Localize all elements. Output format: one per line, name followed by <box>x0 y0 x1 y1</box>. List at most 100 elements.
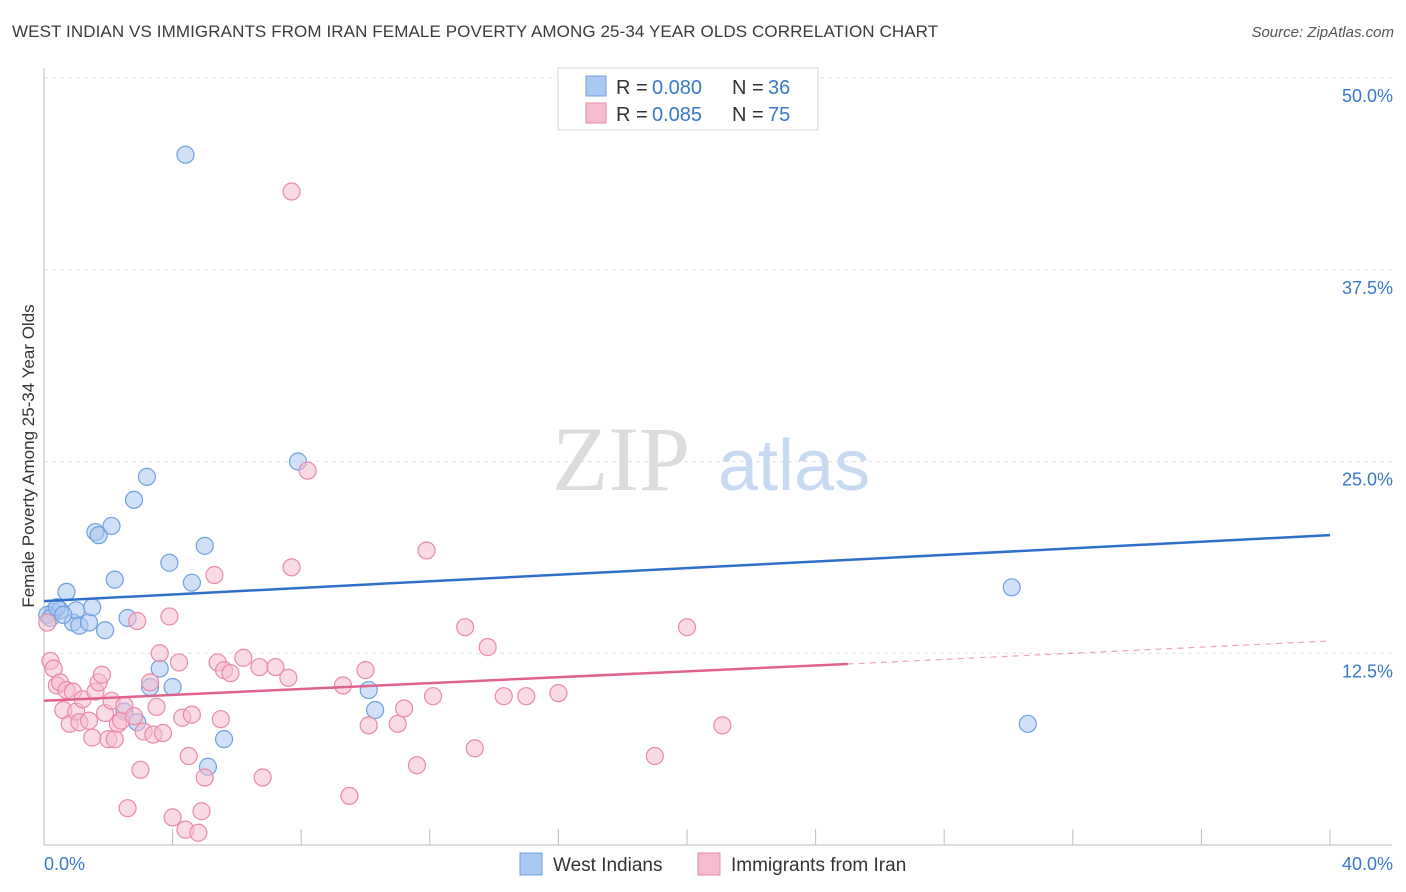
point-west-indians-24 <box>195 536 214 555</box>
point-iran-48 <box>221 664 240 683</box>
point-iran-46 <box>211 710 230 729</box>
point-iran-16 <box>92 665 111 684</box>
point-iran-33 <box>153 723 173 743</box>
axes <box>43 68 1392 846</box>
bottom-legend: West Indians Immigrants from Iran <box>519 852 906 876</box>
point-iran-60 <box>359 716 378 735</box>
point-west-indians-22 <box>176 145 195 164</box>
y-tick-label-2: 37.5% <box>1342 278 1393 298</box>
point-iran-69 <box>494 687 513 706</box>
point-iran-24 <box>118 799 137 818</box>
watermark-atlas: atlas <box>718 426 870 506</box>
point-iran-51 <box>253 768 272 787</box>
point-iran-66 <box>456 618 475 637</box>
point-iran-12 <box>79 711 99 730</box>
x-tick-label-1: 40.0% <box>1342 854 1393 874</box>
point-iran-57 <box>333 676 353 695</box>
point-iran-41 <box>189 823 208 842</box>
trend-line-iran <box>43 662 848 703</box>
point-west-indians-2 <box>57 582 76 601</box>
point-west-indians-35 <box>54 605 73 625</box>
point-iran-26 <box>128 611 147 631</box>
point-iran-73 <box>677 618 697 637</box>
point-iran-52 <box>266 657 285 677</box>
point-iran-72 <box>645 746 664 766</box>
point-iran-36 <box>169 653 189 672</box>
legend-r-value-2: 0.085 <box>652 104 702 126</box>
point-iran-58 <box>340 786 359 806</box>
legend-swatch-iran <box>585 102 607 124</box>
trend-line-west-indians <box>43 533 1331 603</box>
point-iran-63 <box>407 756 427 775</box>
point-iran-42 <box>192 802 211 821</box>
point-iran-39 <box>179 746 198 766</box>
legend-r-label-2: R = <box>616 104 648 126</box>
point-iran-53 <box>279 668 298 687</box>
point-west-indians-17 <box>137 467 156 486</box>
y-tick-label-0: 12.5% <box>1342 661 1393 681</box>
x-tick-label-0: 0.0% <box>44 854 85 874</box>
legend-n-label-2: N = <box>732 104 764 126</box>
point-west-indians-30 <box>1002 578 1021 597</box>
point-west-indians-26 <box>214 730 234 749</box>
point-iran-65 <box>423 687 443 706</box>
point-iran-49 <box>234 648 253 667</box>
point-iran-55 <box>298 461 317 480</box>
point-iran-50 <box>250 657 269 677</box>
point-iran-13 <box>83 728 102 747</box>
legend-swatch-west-indians <box>585 75 607 97</box>
data-points <box>38 145 1037 842</box>
point-iran-29 <box>140 673 160 692</box>
bottom-legend-swatch-west-indians <box>519 852 543 876</box>
point-iran-59 <box>356 661 375 680</box>
y-axis-label: Female Poverty Among 25-34 Year Olds <box>19 304 38 607</box>
point-west-indians-9 <box>89 526 108 545</box>
point-west-indians-7 <box>83 598 102 617</box>
point-iran-20 <box>105 730 124 749</box>
watermark-zip: ZIP <box>552 408 690 510</box>
point-iran-25 <box>124 707 144 726</box>
bottom-legend-west-indians: West Indians <box>553 855 662 876</box>
point-iran-44 <box>205 565 224 585</box>
bottom-legend-iran: Immigrants from Iran <box>731 855 906 876</box>
point-iran-54 <box>282 558 301 577</box>
point-iran-62 <box>394 699 414 718</box>
point-iran-67 <box>465 739 484 758</box>
legend-r-label-1: R = <box>616 77 648 99</box>
point-iran-34 <box>160 607 179 626</box>
legend-n-value-2: 75 <box>768 104 790 126</box>
point-iran-70 <box>517 687 536 706</box>
y-tick-label-1: 25.0% <box>1342 470 1393 490</box>
point-iran-64 <box>417 541 436 560</box>
bottom-legend-swatch-iran <box>697 852 721 876</box>
chart-source: Source: ZipAtlas.com <box>1251 24 1394 41</box>
point-iran-35 <box>163 808 182 827</box>
point-iran-32 <box>150 644 169 663</box>
point-iran-68 <box>478 638 497 657</box>
point-west-indians-29 <box>366 700 385 720</box>
point-west-indians-15 <box>124 490 144 509</box>
point-west-indians-23 <box>182 573 201 592</box>
point-west-indians-20 <box>160 553 179 572</box>
point-west-indians-21 <box>163 677 182 697</box>
trend-lines <box>43 533 1331 703</box>
point-iran-74 <box>713 716 732 735</box>
point-west-indians-10 <box>95 621 115 640</box>
legend-r-value-1: 0.080 <box>652 77 702 99</box>
point-iran-56 <box>282 182 301 201</box>
point-iran-43 <box>195 768 214 787</box>
point-west-indians-11 <box>102 516 121 536</box>
point-iran-61 <box>388 714 407 733</box>
legend: R = 0.080 N = 36 R = 0.085 N = 75 <box>557 67 819 131</box>
legend-n-value-1: 36 <box>768 77 790 99</box>
point-west-indians-28 <box>359 680 378 700</box>
point-iran-71 <box>549 684 568 703</box>
trend-line-iran-extension <box>847 640 1331 665</box>
y-tick-label-3: 50.0% <box>1342 86 1393 106</box>
point-west-indians-12 <box>105 570 124 589</box>
point-iran-27 <box>131 760 150 779</box>
point-iran-40 <box>182 705 201 724</box>
point-iran-31 <box>147 697 166 717</box>
point-west-indians-6 <box>79 613 99 632</box>
